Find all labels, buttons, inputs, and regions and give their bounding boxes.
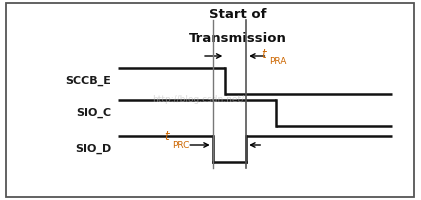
Text: PRC: PRC [173, 140, 190, 149]
Text: $t$: $t$ [261, 48, 268, 62]
Text: Start of: Start of [209, 8, 266, 21]
Text: Transmission: Transmission [189, 32, 287, 45]
Text: http://blog.csdn.net/: http://blog.csdn.net/ [152, 96, 244, 104]
Text: $t$: $t$ [163, 130, 171, 144]
Text: PRA: PRA [269, 56, 287, 66]
Text: SIO_C: SIO_C [77, 108, 112, 118]
Text: SIO_D: SIO_D [75, 144, 112, 154]
Text: SCCB_E: SCCB_E [66, 76, 112, 86]
